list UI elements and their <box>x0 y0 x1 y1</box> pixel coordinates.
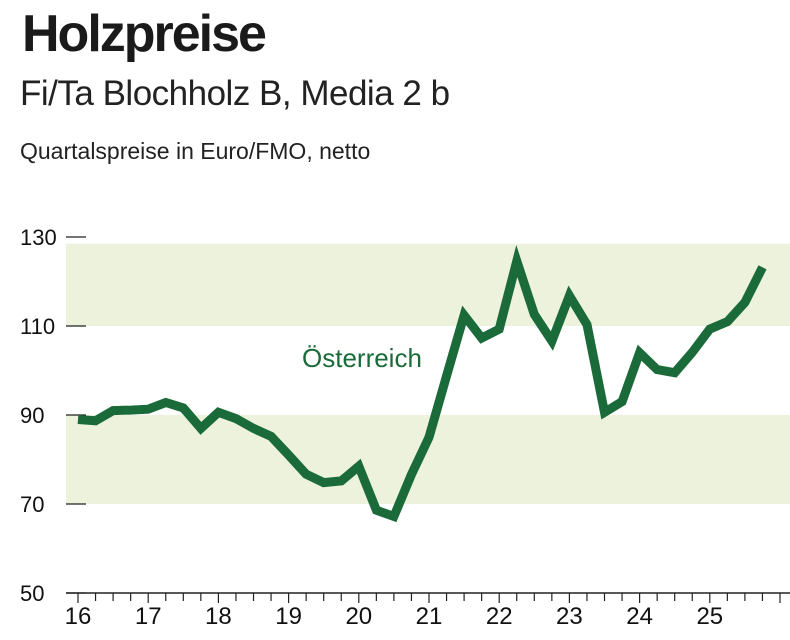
shaded-bands <box>66 243 790 504</box>
chart-subtitle: Fi/Ta Blochholz B, Media 2 b <box>20 74 450 113</box>
x-tick-label-18: 18 <box>205 603 232 630</box>
series-line-0 <box>77 244 767 523</box>
series-label-oesterreich: Österreich <box>302 343 422 373</box>
x-tick-label-21: 21 <box>416 603 443 630</box>
x-tick-label-24: 24 <box>626 603 653 630</box>
y-tick-label-50: 50 <box>20 581 44 606</box>
series-lines: Österreich <box>77 244 767 523</box>
chart-caption: Quartalspreise in Euro/FMO, netto <box>20 138 371 164</box>
chart-title: Holzpreise <box>22 5 267 63</box>
x-tick-label-22: 22 <box>486 603 513 630</box>
x-tick-label-19: 19 <box>275 603 302 630</box>
shaded-band-1 <box>66 243 790 326</box>
x-tick-label-20: 20 <box>345 603 372 630</box>
x-tick-label-16: 16 <box>65 603 92 630</box>
x-axis: 16 17 18 19 20 21 22 23 24 25 <box>65 592 790 630</box>
y-tick-label-130: 130 <box>20 225 57 250</box>
y-tick-label-110: 110 <box>20 314 55 339</box>
y-tick-label-70: 70 <box>20 492 44 517</box>
x-tick-label-17: 17 <box>135 603 162 630</box>
x-tick-label-23: 23 <box>556 603 583 630</box>
x-tick-label-25: 25 <box>696 603 723 630</box>
y-tick-label-90: 90 <box>20 403 44 428</box>
